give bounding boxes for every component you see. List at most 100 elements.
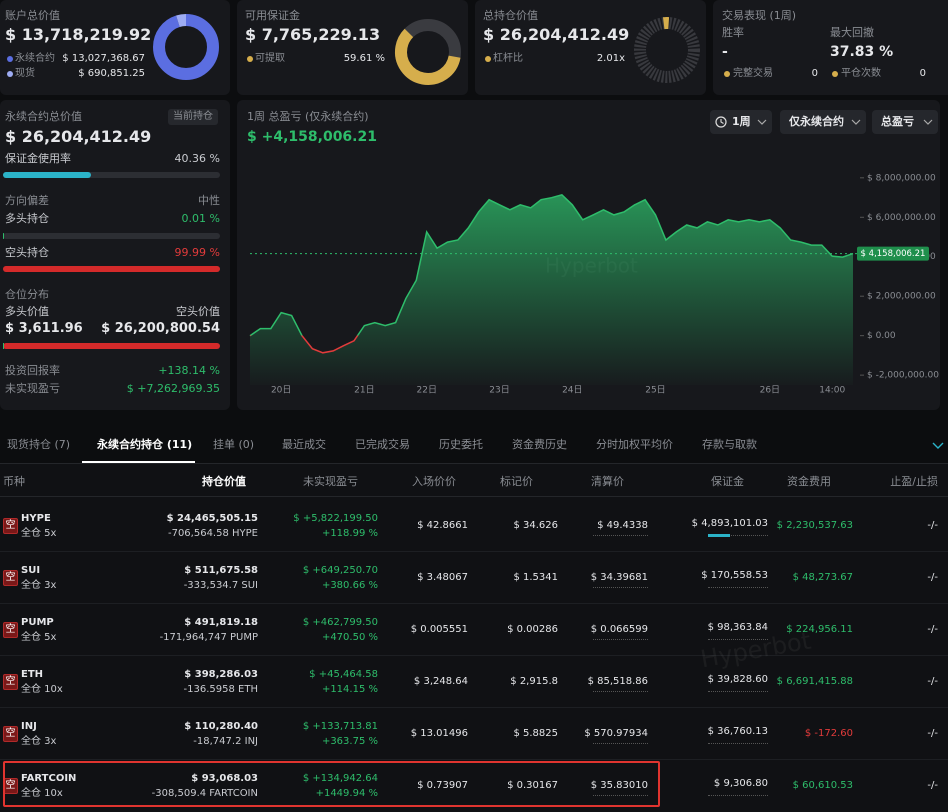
- x-tick-label: 25日: [645, 385, 665, 396]
- metric-value: $ 3,611.96: [5, 321, 83, 336]
- current-value-box: [857, 246, 929, 261]
- column-header: 止盈/止损: [890, 475, 938, 488]
- dotted-underline: [593, 691, 648, 692]
- coin-name: PUMP: [21, 617, 54, 628]
- tab[interactable]: 已完成交易: [355, 438, 410, 451]
- tab[interactable]: 分时加权平均价: [596, 438, 673, 451]
- dotted-underline: [593, 639, 648, 640]
- chevron: [757, 119, 767, 125]
- margin-value: $ 39,828.60: [707, 674, 768, 685]
- stat-name: 平仓次数: [841, 68, 881, 79]
- unrealized-pnl: $ +133,713.81: [302, 721, 378, 732]
- metric-name: 保证金使用率: [5, 152, 71, 165]
- funding-fee: $ 224,956.11: [786, 624, 853, 635]
- unrealized-pnl-pct: +470.50 %: [321, 632, 378, 643]
- chevron: [923, 119, 933, 125]
- tp-sl: -/-: [927, 624, 938, 635]
- area-fill: [250, 194, 853, 385]
- pnl-line: [249, 193, 854, 354]
- unrealized-pnl-pct: +1449.94 %: [315, 788, 378, 799]
- tab-underline: [82, 461, 195, 463]
- current-value-label: $ 4,158,006.21: [861, 249, 926, 259]
- coin-name: ETH: [21, 669, 44, 680]
- entry-price: $ 3.48067: [417, 572, 468, 583]
- filter-button[interactable]: [710, 110, 772, 134]
- tab-divider: [0, 463, 948, 464]
- legend-dot: [832, 71, 838, 77]
- legend-value: $ 13,027,368.67: [62, 53, 145, 64]
- unrealized-pnl-pct: +380.66 %: [321, 580, 378, 591]
- bar-fill: [3, 343, 4, 349]
- tab[interactable]: 挂单 (0): [213, 438, 255, 451]
- entry-price: $ 0.73907: [417, 780, 468, 791]
- card-value: $ 26,204,412.49: [483, 25, 630, 44]
- filter-button-label[interactable]: 总盈亏: [881, 115, 914, 128]
- panel-title: 永续合约总价值: [5, 110, 82, 123]
- margin-bar: [708, 534, 730, 537]
- liquidation-price: $ 570.97934: [584, 728, 648, 739]
- tab[interactable]: 存款与取款: [702, 438, 757, 451]
- column-header: 持仓价值: [202, 475, 246, 488]
- metric-value: 40.36 %: [174, 152, 220, 165]
- legend-dot: [247, 56, 253, 62]
- tab[interactable]: 永续合约持仓 (11): [97, 438, 193, 451]
- tp-sl: -/-: [927, 520, 938, 531]
- stat-name: 最大回撤: [830, 26, 874, 39]
- card-value: $ 7,765,229.13: [245, 25, 381, 44]
- margin-value: $ 170,558.53: [701, 570, 768, 581]
- metric-value: 0.01 %: [181, 212, 220, 225]
- position-value: $ 24,465,505.15: [166, 513, 258, 524]
- column-header: 标记价: [500, 475, 533, 488]
- margin-value: $ 36,760.13: [707, 726, 768, 737]
- metric-value: 99.99 %: [174, 246, 220, 259]
- margin-mode: 全仓 5x: [21, 632, 57, 643]
- positions-card: [475, 0, 706, 95]
- dotted-underline: [708, 535, 768, 536]
- side-badge-text: 空: [5, 780, 16, 791]
- side-badge-text: 空: [5, 728, 16, 739]
- legend-name: 可提取: [255, 53, 285, 64]
- unrealized-pnl-pct: +363.75 %: [321, 736, 378, 747]
- x-tick-label: 14:00: [819, 386, 845, 396]
- filter-button[interactable]: [872, 110, 938, 134]
- position-value: $ 110,280.40: [184, 721, 258, 732]
- card-title: 总持仓价值: [483, 9, 538, 22]
- tab[interactable]: 现货持仓 (7): [7, 438, 71, 451]
- mark-price: $ 2,915.8: [510, 676, 558, 687]
- tab[interactable]: 最近成交: [282, 438, 326, 451]
- unrealized-pnl: $ +462,799.50: [302, 617, 378, 628]
- side-badge: [3, 518, 18, 534]
- mark-price: $ 1.5341: [513, 572, 558, 583]
- side-badge: [3, 674, 18, 690]
- dotted-underline: [593, 795, 648, 796]
- metric-value: $ +7,262,969.35: [126, 382, 220, 395]
- filter-button-label[interactable]: 仅永续合约: [789, 115, 844, 128]
- unrealized-pnl: $ +5,822,199.50: [293, 513, 378, 524]
- y-tick-label: $ -2,000,000.00: [867, 371, 939, 381]
- legend-name: 杠杆比: [493, 53, 523, 64]
- liquidation-price: $ 49.4338: [597, 520, 648, 531]
- side-badge-text: 空: [5, 676, 16, 687]
- y-tick-label: $ 6,000,000.00: [867, 213, 936, 223]
- tab[interactable]: 资金费历史: [512, 438, 567, 451]
- legend-value: 59.61 %: [343, 53, 385, 64]
- card-title: 交易表现 (1周): [722, 9, 797, 22]
- header-divider: [0, 496, 948, 497]
- tp-sl: -/-: [927, 676, 938, 687]
- metric-value: 中性: [198, 194, 220, 207]
- metric-name: 未实现盈亏: [5, 382, 60, 395]
- tab[interactable]: 历史委托: [439, 438, 483, 451]
- coin-name: FARTCOIN: [21, 773, 77, 784]
- filter-button[interactable]: [780, 110, 866, 134]
- filter-button-label[interactable]: 1周: [732, 115, 751, 128]
- entry-price: $ 13.01496: [410, 728, 468, 739]
- legend-name: 现货: [15, 68, 35, 79]
- side-badge: [3, 622, 18, 638]
- tp-sl: -/-: [927, 572, 938, 583]
- stat-value: 0: [919, 68, 926, 79]
- side-badge: [3, 726, 18, 742]
- column-header: 清算价: [591, 475, 624, 488]
- badge: [168, 109, 218, 125]
- mark-price: $ 0.00286: [507, 624, 558, 635]
